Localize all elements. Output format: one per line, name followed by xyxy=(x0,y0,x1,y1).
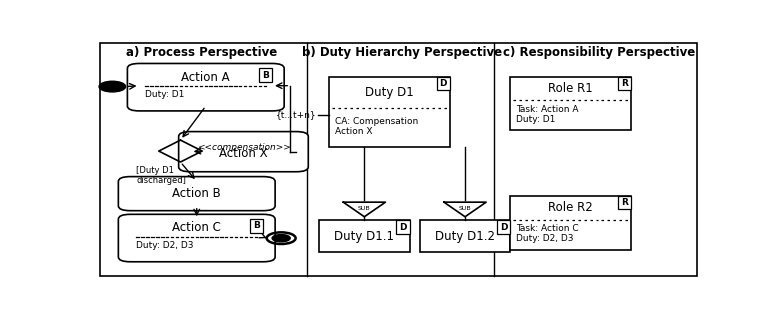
Bar xyxy=(319,221,409,252)
FancyBboxPatch shape xyxy=(128,64,284,111)
Polygon shape xyxy=(343,202,385,217)
Bar xyxy=(497,221,510,234)
Bar xyxy=(420,221,510,252)
Bar xyxy=(396,221,409,234)
Text: {t...t+n}: {t...t+n} xyxy=(275,110,316,119)
Bar xyxy=(259,68,272,82)
Bar xyxy=(618,77,631,90)
Text: [Duty D1
discharged]: [Duty D1 discharged] xyxy=(136,166,186,185)
FancyBboxPatch shape xyxy=(179,131,308,172)
Text: CA: Compensation
Action X: CA: Compensation Action X xyxy=(335,117,419,136)
Text: Task: Action C
Duty: D2, D3: Task: Action C Duty: D2, D3 xyxy=(517,224,579,243)
FancyBboxPatch shape xyxy=(118,214,275,262)
Text: b) Duty Hierarchy Perspective: b) Duty Hierarchy Perspective xyxy=(303,46,503,59)
Bar xyxy=(510,196,631,250)
Bar xyxy=(436,77,450,90)
Polygon shape xyxy=(159,140,202,162)
Text: Duty D1.2: Duty D1.2 xyxy=(435,230,495,243)
Text: Action A: Action A xyxy=(181,70,230,83)
Text: Task: Action A
Duty: D1: Task: Action A Duty: D1 xyxy=(517,105,579,124)
Text: Role R2: Role R2 xyxy=(548,201,593,214)
Bar xyxy=(250,219,263,233)
Text: Role R1: Role R1 xyxy=(548,82,593,95)
Text: SUB: SUB xyxy=(358,206,370,211)
Text: B: B xyxy=(262,70,269,80)
Text: <<compensation>>: <<compensation>> xyxy=(197,143,290,152)
Text: D: D xyxy=(500,222,507,232)
Text: a) Process Perspective: a) Process Perspective xyxy=(126,46,277,59)
Text: Duty D1: Duty D1 xyxy=(366,86,414,99)
Circle shape xyxy=(272,234,290,242)
Text: Duty D1.1: Duty D1.1 xyxy=(335,230,394,243)
Circle shape xyxy=(99,81,125,92)
Text: SUB: SUB xyxy=(459,206,471,211)
Text: R: R xyxy=(621,79,628,88)
Text: Action C: Action C xyxy=(172,222,221,234)
Text: D: D xyxy=(440,79,447,88)
Bar xyxy=(329,77,450,147)
FancyBboxPatch shape xyxy=(118,177,275,211)
Text: R: R xyxy=(621,198,628,207)
Text: Action X: Action X xyxy=(219,147,268,160)
Text: c) Responsibility Perspective: c) Responsibility Perspective xyxy=(503,46,696,59)
Text: D: D xyxy=(399,222,407,232)
Text: Duty: D2, D3: Duty: D2, D3 xyxy=(136,241,194,250)
Polygon shape xyxy=(444,202,486,217)
Bar xyxy=(510,77,631,131)
Text: B: B xyxy=(253,222,260,230)
Text: Action B: Action B xyxy=(173,187,221,200)
Text: Duty: D1: Duty: D1 xyxy=(145,90,185,99)
Bar xyxy=(618,196,631,210)
